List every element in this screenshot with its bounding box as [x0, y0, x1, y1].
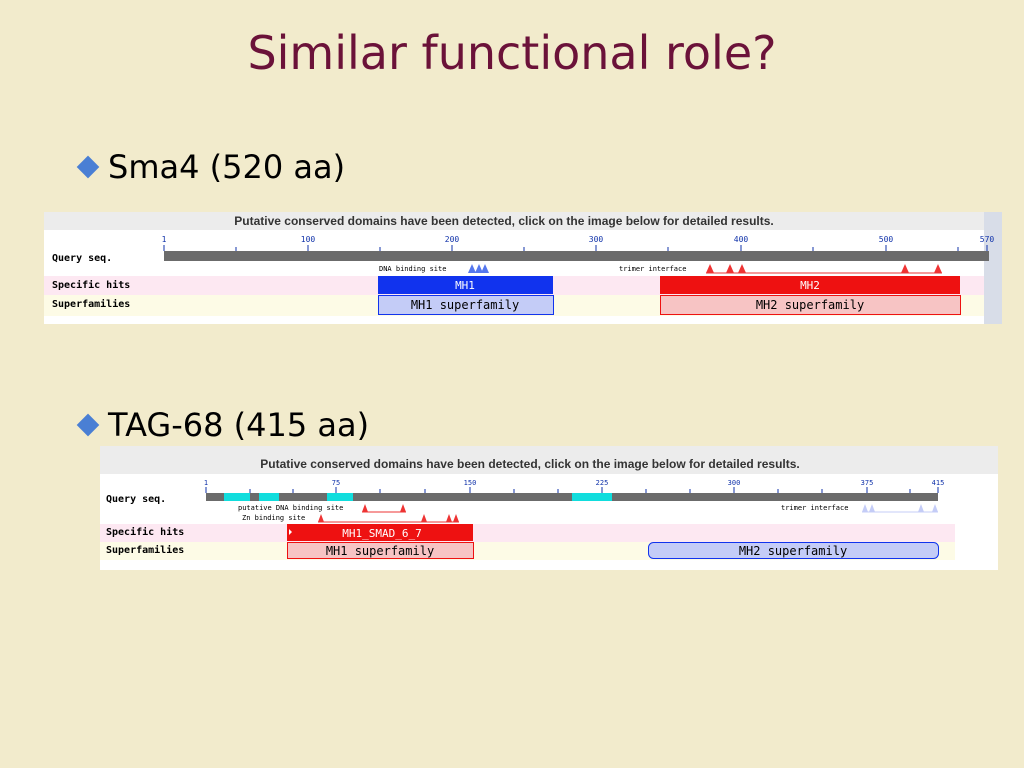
fam-mh1[interactable] [378, 295, 554, 315]
specific-hits-label: Specific hits [52, 279, 130, 291]
fam-mh1[interactable] [287, 542, 474, 559]
hit-mh1[interactable] [378, 276, 553, 294]
hit-mh1-smad-label: MH1_SMAD_6_7 [342, 527, 421, 540]
tick-label: 500 [879, 235, 894, 244]
tick-label: 415 [932, 479, 945, 487]
panel-header-bg [100, 446, 998, 474]
hit-mh1-smad-6-7[interactable] [287, 524, 473, 541]
diamond-bullet-icon [76, 155, 100, 179]
specific-hits-label: Specific hits [106, 526, 184, 538]
query-seq-bar[interactable] [164, 251, 989, 261]
tag68-domain-panel[interactable]: Putative conserved domains have been det… [100, 446, 998, 570]
panel-header-text: Putative conserved domains have been det… [234, 214, 774, 228]
tick-label: 300 [589, 235, 604, 244]
sma4-domain-panel[interactable]: Putative conserved domains have been det… [44, 212, 1002, 324]
tick-label: 200 [445, 235, 460, 244]
tick-marks [163, 245, 988, 251]
superfamilies-label: Superfamilies [106, 544, 184, 556]
bullet-tag68: TAG-68 (415 aa) [76, 406, 369, 444]
hit-mh1-label: MH1 [455, 279, 475, 292]
fam-mh2-label: MH2 superfamily [756, 298, 864, 312]
fam-mh2[interactable] [660, 295, 961, 315]
putative-dna-binding-site-label: putative DNA binding site [238, 504, 343, 512]
tick-label: 300 [728, 479, 741, 487]
low-complexity-regions[interactable] [224, 493, 612, 501]
panel-header-bg [44, 212, 1002, 230]
bullet-sma4-text: Sma4 (520 aa) [108, 148, 346, 186]
truncated-start-icon [289, 529, 292, 535]
trimer-interface-markers[interactable] [706, 264, 942, 273]
panel-header-text: Putative conserved domains have been det… [260, 457, 800, 471]
fam-mh2-label: MH2 superfamily [739, 544, 847, 558]
query-seq-label: Query seq. [106, 494, 166, 505]
dna-binding-site-markers[interactable] [468, 264, 489, 273]
fam-mh1-label: MH1 superfamily [411, 298, 519, 312]
zn-binding-site-markers[interactable] [318, 514, 459, 522]
zn-binding-site-label: Zn binding site [242, 514, 305, 522]
fam-mh1-label: MH1 superfamily [326, 544, 434, 558]
diamond-bullet-icon [76, 413, 100, 437]
query-seq-label: Query seq. [52, 253, 112, 264]
bullet-tag68-text: TAG-68 (415 aa) [108, 406, 370, 444]
slide-title: Similar functional role? [247, 26, 777, 80]
superfamilies-label: Superfamilies [52, 298, 130, 310]
tick-label: 100 [301, 235, 316, 244]
trimer-interface-label: trimer interface [619, 265, 686, 273]
hit-mh2[interactable] [660, 276, 960, 294]
tick-label: 150 [464, 479, 477, 487]
trimer-interface-markers[interactable] [862, 504, 938, 512]
dna-binding-site-label: DNA binding site [379, 265, 446, 273]
tick-label: 1 [162, 235, 167, 244]
tick-label: 75 [332, 479, 340, 487]
tick-label: 1 [204, 479, 208, 487]
specific-hits-row [100, 524, 955, 542]
hit-mh2-label: MH2 [800, 279, 820, 292]
bullet-sma4: Sma4 (520 aa) [76, 148, 345, 186]
dna-binding-site-markers[interactable] [362, 504, 406, 512]
fam-mh2[interactable] [648, 542, 939, 559]
trimer-interface-label: trimer interface [781, 504, 848, 512]
tick-label: 400 [734, 235, 749, 244]
tick-label: 570 [980, 235, 995, 244]
tick-marks [205, 487, 939, 493]
scrollbar[interactable] [984, 212, 1002, 324]
tick-label: 225 [596, 479, 609, 487]
tick-label: 375 [861, 479, 874, 487]
